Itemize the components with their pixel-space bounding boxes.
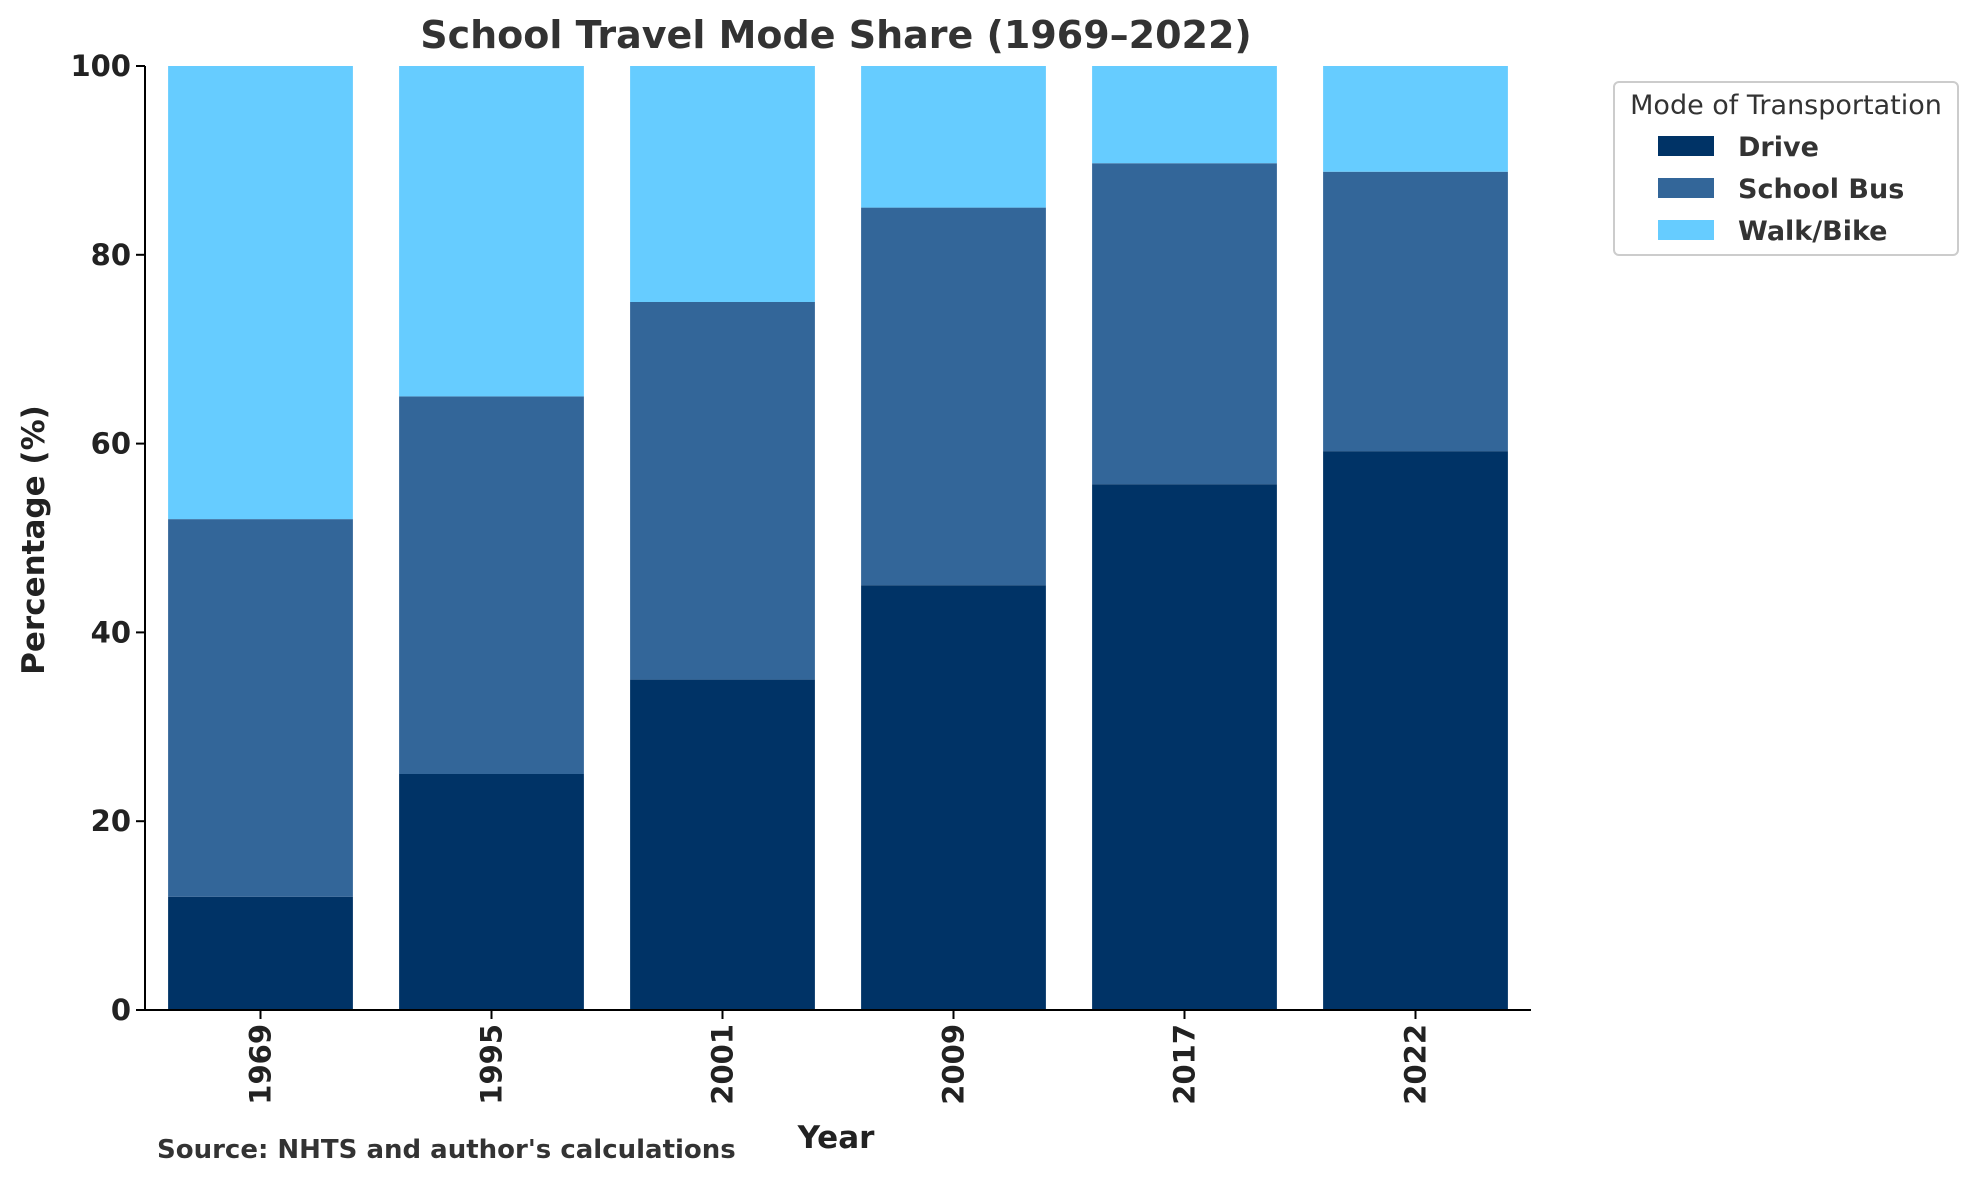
- x-tick-label-1995: 1995: [475, 1024, 509, 1105]
- y-tick-label: 0: [111, 993, 131, 1027]
- legend-frame: [1613, 81, 1959, 256]
- legend-items: Drive School Bus Walk/Bike: [1658, 132, 1904, 247]
- bars-group: [168, 66, 1508, 1011]
- legend-label-drive: Drive: [1738, 132, 1819, 163]
- x-tick-label-2009: 2009: [937, 1024, 971, 1105]
- bar-school-bus-2001: [630, 302, 815, 680]
- x-tick-label-2017: 2017: [1168, 1024, 1202, 1105]
- bar-school-bus-2022: [1323, 171, 1508, 452]
- x-tick-label-1969: 1969: [244, 1024, 278, 1105]
- bar-school-bus-1995: [399, 396, 584, 774]
- chart-title: School Travel Mode Share (1969–2022): [420, 13, 1252, 57]
- legend-swatch-school-bus: [1658, 178, 1714, 198]
- bar-walk-bike-2001: [630, 66, 815, 302]
- y-ticks-group: 0 20 40 60 80 100: [70, 49, 145, 1027]
- y-tick-label: 60: [91, 427, 131, 461]
- x-ticks-group: 1969 1995 2001 2009 2017 2022: [244, 1010, 1433, 1105]
- y-tick-label: 80: [91, 238, 131, 272]
- legend-swatch-drive: [1658, 136, 1714, 156]
- y-tick-label: 20: [91, 804, 131, 838]
- bar-drive-2022: [1323, 451, 1508, 1011]
- legend-swatch-walk-bike: [1658, 220, 1714, 240]
- bar-drive-1969: [168, 896, 353, 1010]
- y-tick-label: 100: [70, 49, 131, 83]
- legend: Mode of Transportation Drive School Bus Wa…: [1613, 81, 1959, 256]
- bar-drive-2009: [861, 585, 1046, 1010]
- legend-title: Mode of Transportation: [1630, 90, 1942, 121]
- bar-drive-2017: [1092, 484, 1277, 1010]
- bar-school-bus-2009: [861, 207, 1046, 586]
- axes-group: [144, 66, 1531, 1011]
- bar-drive-2001: [630, 679, 815, 1010]
- bar-school-bus-2017: [1092, 163, 1277, 485]
- bar-walk-bike-2022: [1323, 66, 1508, 172]
- legend-label-school-bus: School Bus: [1738, 174, 1904, 205]
- bar-walk-bike-2017: [1092, 66, 1277, 164]
- x-tick-label-2022: 2022: [1399, 1024, 1433, 1105]
- source-note: Source: NHTS and author's calculations: [157, 1135, 736, 1165]
- legend-label-walk-bike: Walk/Bike: [1738, 216, 1888, 247]
- bar-walk-bike-1995: [399, 66, 584, 397]
- bar-drive-1995: [399, 774, 584, 1010]
- y-tick-label: 40: [91, 615, 131, 649]
- bar-school-bus-1969: [168, 519, 353, 897]
- y-axis-label: Percentage (%): [16, 405, 52, 675]
- bar-walk-bike-1969: [168, 66, 353, 520]
- x-tick-label-2001: 2001: [706, 1024, 740, 1105]
- bar-walk-bike-2009: [861, 66, 1046, 208]
- x-axis-label: Year: [797, 1120, 876, 1156]
